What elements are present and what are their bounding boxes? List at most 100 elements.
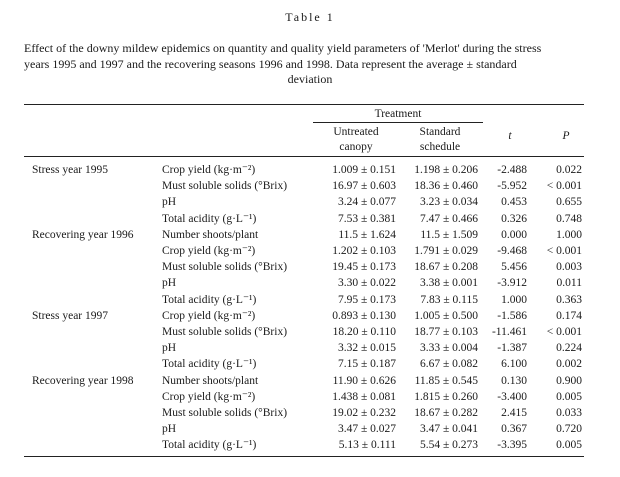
table-label: Table 1 (285, 10, 335, 24)
row-parameter: Must soluble solids (°Brix) (162, 407, 288, 419)
table-row: pH 3.47 ± 0.027 3.47 ± 0.041 0.367 0.720 (0, 421, 620, 437)
row-p-value: 0.174 (556, 309, 582, 322)
table-row: Recovering year 1998 Number shoots/plant 1… (0, 373, 620, 389)
row-untreated-value: 11.90 ± 0.626 (332, 374, 396, 387)
row-parameter: Crop yield (kg·m⁻²) (162, 245, 256, 257)
row-t-value: -3.395 (497, 439, 527, 452)
row-untreated-value: 3.47 ± 0.027 (337, 423, 396, 436)
row-p-value: < 0.001 (546, 180, 582, 193)
treatment-underline (313, 122, 483, 123)
table-row: Must soluble solids (°Brix) 18.20 ± 0.110… (0, 324, 620, 340)
row-standard-value: 3.23 ± 0.034 (419, 196, 478, 209)
row-t-value: 2.415 (501, 407, 527, 419)
row-p-value: 0.022 (556, 164, 582, 176)
row-untreated-value: 1.202 ± 0.103 (332, 245, 396, 257)
row-p-value: 0.002 (556, 358, 582, 371)
row-parameter: Total acidity (g·L⁻¹) (162, 439, 257, 452)
row-t-value: 1.000 (501, 293, 527, 306)
row-p-value: 0.224 (556, 342, 582, 355)
row-parameter: Total acidity (g·L⁻¹) (162, 212, 257, 225)
row-t-value: 5.456 (501, 261, 527, 274)
row-standard-value: 18.36 ± 0.460 (414, 180, 478, 193)
row-t-value: 0.130 (501, 374, 527, 387)
header-untreated: Untreated (333, 126, 379, 138)
table-caption: Effect of the downy mildew epidemics on … (24, 40, 596, 72)
row-t-value: -11.461 (491, 326, 527, 338)
row-p-value: < 0.001 (546, 245, 582, 257)
table-bottom-rule (24, 456, 584, 457)
table-top-rule (24, 104, 584, 105)
row-standard-value: 1.005 ± 0.500 (414, 309, 478, 322)
header-untreated-sub: canopy (339, 141, 373, 153)
row-untreated-value: 3.30 ± 0.022 (337, 277, 396, 290)
row-standard-value: 1.791 ± 0.029 (414, 245, 478, 257)
row-untreated-value: 19.02 ± 0.232 (332, 407, 396, 419)
row-untreated-value: 0.893 ± 0.130 (332, 309, 396, 322)
row-p-value: 0.003 (556, 261, 582, 274)
row-standard-value: 6.67 ± 0.082 (419, 358, 478, 371)
row-p-value: 0.363 (556, 293, 582, 306)
caption-line-2: years 1995 and 1997 and the recovering s… (24, 57, 517, 71)
table-row: Stress year 1997 Crop yield (kg·m⁻²) 0.893… (0, 308, 620, 324)
row-standard-value: 7.47 ± 0.466 (419, 212, 478, 225)
header-t: t (508, 130, 512, 142)
row-group-label: Stress year 1995 (32, 164, 109, 176)
row-p-value: 0.005 (556, 439, 582, 452)
table-row: Stress year 1995 Crop yield (kg·m⁻²) 1.009… (0, 162, 620, 178)
row-p-value: 0.720 (556, 423, 582, 436)
row-standard-value: 3.33 ± 0.004 (419, 342, 478, 355)
table-row: Must soluble solids (°Brix) 19.02 ± 0.232… (0, 405, 620, 421)
row-p-value: 1.000 (556, 228, 582, 241)
row-standard-value: 18.77 ± 0.103 (414, 326, 478, 338)
caption-line-1: Effect of the downy mildew epidemics on … (24, 41, 542, 55)
row-parameter: Total acidity (g·L⁻¹) (162, 293, 257, 306)
row-parameter: Crop yield (kg·m⁻²) (162, 309, 256, 322)
row-untreated-value: 7.95 ± 0.173 (337, 293, 396, 306)
row-untreated-value: 18.20 ± 0.110 (332, 326, 396, 338)
row-parameter: Must soluble solids (°Brix) (162, 261, 288, 274)
row-parameter: Total acidity (g·L⁻¹) (162, 358, 257, 371)
row-t-value: -3.912 (497, 277, 527, 290)
row-untreated-value: 19.45 ± 0.173 (332, 261, 396, 274)
row-standard-value: 3.47 ± 0.041 (419, 423, 478, 436)
row-t-value: -2.488 (497, 164, 527, 176)
table-row: pH 3.24 ± 0.077 3.23 ± 0.034 0.453 0.655 (0, 194, 620, 210)
row-untreated-value: 1.009 ± 0.151 (332, 164, 396, 176)
table-row: Must soluble solids (°Brix) 16.97 ± 0.603… (0, 178, 620, 194)
header-treatment: Treatment (374, 108, 422, 120)
row-t-value: -3.400 (497, 390, 527, 403)
row-standard-value: 11.85 ± 0.545 (414, 374, 478, 387)
header-standard-sub: schedule (419, 141, 461, 153)
row-untreated-value: 7.53 ± 0.381 (337, 212, 396, 225)
row-parameter: Must soluble solids (°Brix) (162, 326, 288, 338)
row-t-value: 0.453 (501, 196, 527, 209)
row-standard-value: 7.83 ± 0.115 (420, 293, 478, 306)
row-t-value: -5.952 (497, 180, 527, 193)
row-t-value: -1.387 (497, 342, 527, 355)
row-parameter: Crop yield (kg·m⁻²) (162, 390, 256, 403)
row-t-value: 0.326 (501, 212, 527, 225)
row-p-value: < 0.001 (546, 326, 582, 338)
caption-line-3: deviation (287, 72, 333, 86)
row-group-label: Stress year 1997 (32, 309, 109, 322)
row-group-label: Recovering year 1996 (32, 228, 134, 241)
row-parameter: Must soluble solids (°Brix) (162, 180, 288, 193)
table-row: pH 3.30 ± 0.022 3.38 ± 0.001 -3.912 0.011 (0, 275, 620, 291)
row-p-value: 0.655 (556, 196, 582, 209)
table-row: Total acidity (g·L⁻¹) 5.13 ± 0.111 5.54 ± … (0, 437, 620, 453)
row-untreated-value: 7.15 ± 0.187 (337, 358, 396, 371)
row-untreated-value: 1.438 ± 0.081 (332, 390, 396, 403)
row-parameter: Number shoots/plant (162, 228, 259, 241)
row-standard-value: 5.54 ± 0.273 (419, 439, 478, 452)
row-untreated-value: 5.13 ± 0.111 (338, 439, 396, 452)
table-row: Total acidity (g·L⁻¹) 7.15 ± 0.187 6.67 ± … (0, 356, 620, 372)
row-parameter: pH (162, 342, 177, 355)
row-untreated-value: 11.5 ± 1.624 (338, 228, 396, 241)
row-t-value: -1.586 (497, 309, 527, 322)
row-untreated-value: 16.97 ± 0.603 (332, 180, 396, 193)
table-header-rule (24, 156, 584, 157)
table-row: Total acidity (g·L⁻¹) 7.95 ± 0.173 7.83 ± … (0, 292, 620, 308)
header-standard: Standard (419, 126, 461, 138)
row-p-value: 0.033 (556, 407, 582, 419)
